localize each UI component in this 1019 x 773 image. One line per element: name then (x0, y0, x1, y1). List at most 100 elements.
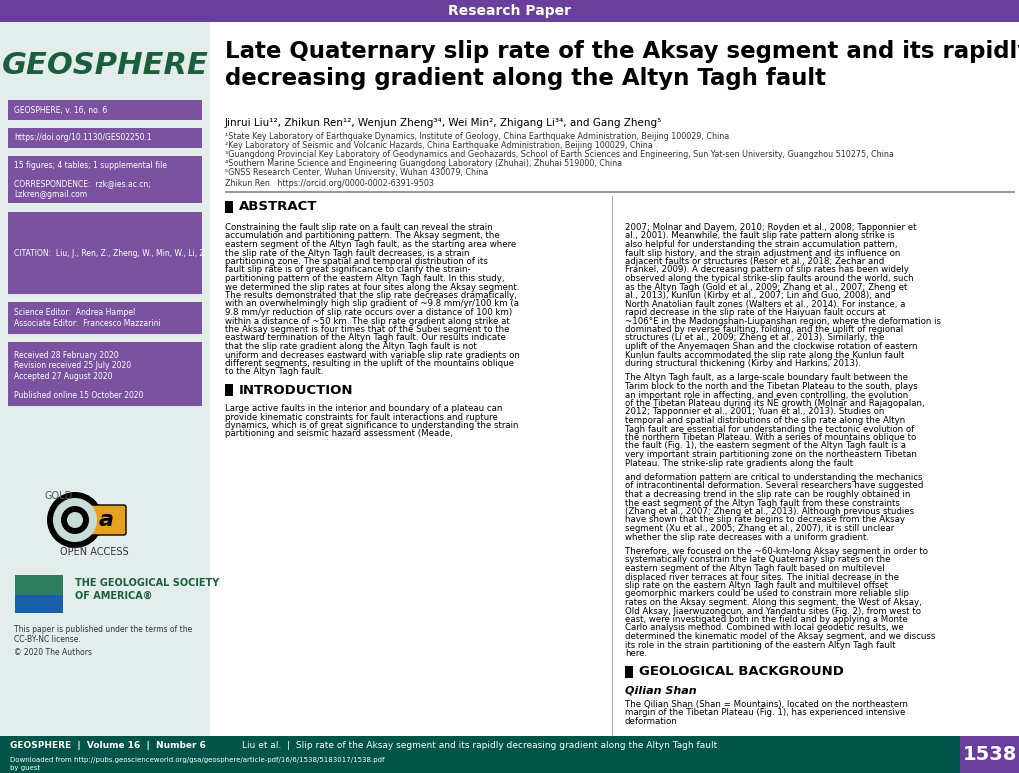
Text: THE GEOLOGICAL SOCIETY: THE GEOLOGICAL SOCIETY (75, 578, 219, 588)
Text: Received 28 February 2020
Revision received 25 July 2020
Accepted 27 August 2020: Received 28 February 2020 Revision recei… (14, 351, 131, 381)
Text: (Zhang et al., 2007; Zheng et al., 2013). Although previous studies: (Zhang et al., 2007; Zheng et al., 2013)… (625, 507, 913, 516)
Text: ¹State Key Laboratory of Earthquake Dynamics, Institute of Geology, China Earthq: ¹State Key Laboratory of Earthquake Dyna… (225, 132, 729, 141)
Text: Tagh fault are essential for understanding the tectonic evolution of: Tagh fault are essential for understandi… (625, 424, 913, 434)
Text: whether the slip rate decreases with a uniform gradient.: whether the slip rate decreases with a u… (625, 533, 868, 542)
Text: fault slip rate is of great significance to clarify the strain-: fault slip rate is of great significance… (225, 265, 470, 274)
Text: OF AMERICA®: OF AMERICA® (75, 591, 153, 601)
Text: North Anatolian fault zones (Walters et al., 2014). For instance, a: North Anatolian fault zones (Walters et … (625, 299, 905, 308)
Text: eastward termination of the Altyn Tagh fault. Our results indicate: eastward termination of the Altyn Tagh f… (225, 333, 505, 342)
Text: we determined the slip rates at four sites along the Aksay segment.: we determined the slip rates at four sit… (225, 282, 519, 291)
Text: Published online 15 October 2020: Published online 15 October 2020 (14, 391, 144, 400)
Text: ⁴Southern Marine Science and Engineering Guangdong Laboratory (Zhuhai), Zhuhai 5: ⁴Southern Marine Science and Engineering… (225, 159, 622, 168)
Text: as the Altyn Tagh (Gold et al., 2009; Zhang et al., 2007; Zheng et: as the Altyn Tagh (Gold et al., 2009; Zh… (625, 282, 907, 291)
Text: an important role in affecting, and even controlling, the evolution: an important role in affecting, and even… (625, 390, 907, 400)
Text: very important strain partitioning zone on the northeastern Tibetan: very important strain partitioning zone … (625, 450, 916, 459)
Text: Constraining the fault slip rate on a fault can reveal the strain: Constraining the fault slip rate on a fa… (225, 223, 492, 232)
Text: dominated by reverse faulting, folding, and the uplift of regional: dominated by reverse faulting, folding, … (625, 325, 902, 334)
Text: partitioning zone. The spatial and temporal distribution of its: partitioning zone. The spatial and tempo… (225, 257, 487, 266)
Bar (959, 736, 1019, 773)
Circle shape (61, 506, 89, 534)
Text: Carlo analysis method. Combined with local geodetic results, we: Carlo analysis method. Combined with loc… (625, 624, 903, 632)
Bar (0, 0, 1019, 22)
Text: Zhikun Ren   https://orcid.org/0000-0002-6391-9503: Zhikun Ren https://orcid.org/0000-0002-6… (225, 179, 433, 188)
Text: uplift of the Anyemaqen Shan and the clockwise rotation of eastern: uplift of the Anyemaqen Shan and the clo… (625, 342, 917, 351)
Text: 9.8 mm/yr reduction of slip rate occurs over a distance of 100 km): 9.8 mm/yr reduction of slip rate occurs … (225, 308, 512, 317)
Text: partitioning and seismic hazard assessment (Meade,: partitioning and seismic hazard assessme… (225, 430, 452, 438)
Text: The Qilian Shan (Shan = Mountains), located on the northeastern: The Qilian Shan (Shan = Mountains), loca… (625, 700, 907, 709)
Text: partitioning pattern of the eastern Altyn Tagh fault. In this study,: partitioning pattern of the eastern Alty… (225, 274, 504, 283)
Bar (625, 666, 633, 677)
Text: 1538: 1538 (962, 745, 1016, 764)
Text: deformation: deformation (625, 717, 677, 726)
Text: This paper is published under the terms of the
CC-BY-NC license.: This paper is published under the terms … (14, 625, 192, 645)
Text: eastern segment of the Altyn Tagh fault based on multilevel: eastern segment of the Altyn Tagh fault … (625, 564, 883, 573)
Text: dynamics, which is of great significance to understanding the strain: dynamics, which is of great significance… (225, 421, 518, 430)
Text: GEOSPHERE  |  Volume 16  |  Number 6: GEOSPHERE | Volume 16 | Number 6 (10, 741, 206, 751)
Text: Large active faults in the interior and boundary of a plateau can: Large active faults in the interior and … (225, 404, 502, 413)
Text: systematically constrain the late Quaternary slip rates on the: systematically constrain the late Quater… (625, 556, 890, 564)
Text: of intracontinental deformation. Several researchers have suggested: of intracontinental deformation. Several… (625, 482, 922, 491)
Bar (8, 175, 202, 203)
Bar (0, 0, 210, 773)
Text: Old Aksay, Jiaerwuzongcun, and Yandantu sites (Fig. 2), from west to: Old Aksay, Jiaerwuzongcun, and Yandantu … (625, 607, 920, 615)
Bar (225, 384, 232, 396)
Text: rates on the Aksay segment. Along this segment, the West of Aksay,: rates on the Aksay segment. Along this s… (625, 598, 921, 607)
Text: here.: here. (625, 649, 646, 658)
Text: that the slip rate gradient along the Altyn Tagh fault is not: that the slip rate gradient along the Al… (225, 342, 476, 351)
Text: ⁵GNSS Research Center, Wuhan University, Wuhan 430079, China: ⁵GNSS Research Center, Wuhan University,… (225, 168, 488, 177)
Text: Frankel, 2009). A decreasing pattern of slip rates has been widely: Frankel, 2009). A decreasing pattern of … (625, 265, 908, 274)
Text: Liu et al.  |  Slip rate of the Aksay segment and its rapidly decreasing gradien: Liu et al. | Slip rate of the Aksay segm… (243, 741, 717, 751)
Text: by guest: by guest (10, 765, 40, 771)
Text: slip rate on the eastern Altyn Tagh fault and multilevel offset: slip rate on the eastern Altyn Tagh faul… (625, 581, 888, 590)
Text: displaced river terraces at four sites. The initial decrease in the: displaced river terraces at four sites. … (625, 573, 898, 581)
Text: INTRODUCTION: INTRODUCTION (238, 383, 354, 397)
Text: The Altyn Tagh fault, as a large-scale boundary fault between the: The Altyn Tagh fault, as a large-scale b… (625, 373, 907, 383)
Text: different segments, resulting in the uplift of the mountains oblique: different segments, resulting in the upl… (225, 359, 514, 368)
Text: east, were investigated both in the field and by applying a Monte: east, were investigated both in the fiel… (625, 615, 907, 624)
Text: https://doi.org/10.1130/GES02250.1: https://doi.org/10.1130/GES02250.1 (14, 134, 152, 142)
Bar (8, 342, 202, 390)
Text: of the Tibetan Plateau during its NE growth (Molnar and Rajagopalan,: of the Tibetan Plateau during its NE gro… (625, 399, 923, 408)
Text: ~106°E in the Madongshan-Liupanshan region, where the deformation is: ~106°E in the Madongshan-Liupanshan regi… (625, 316, 941, 325)
Text: that a decreasing trend in the slip rate can be roughly obtained in: that a decreasing trend in the slip rate… (625, 490, 910, 499)
Bar (15, 575, 63, 613)
Text: ²Key Laboratory of Seismic and Volcanic Hazards, China Earthquake Administration: ²Key Laboratory of Seismic and Volcanic … (225, 141, 652, 150)
Text: temporal and spatial distributions of the slip rate along the Altyn: temporal and spatial distributions of th… (625, 416, 905, 425)
Bar (225, 201, 232, 213)
Text: segment (Xu et al., 2005; Zhang et al., 2007), it is still unclear: segment (Xu et al., 2005; Zhang et al., … (625, 524, 894, 533)
Text: within a distance of ~50 km. The slip rate gradient along strike at: within a distance of ~50 km. The slip ra… (225, 316, 510, 325)
Bar (225, 191, 1014, 192)
Bar (8, 100, 202, 120)
Text: provide kinematic constraints for fault interactions and rupture: provide kinematic constraints for fault … (225, 413, 497, 421)
Text: Therefore, we focused on the ~60-km-long Aksay segment in order to: Therefore, we focused on the ~60-km-long… (625, 547, 927, 556)
Text: Downloaded from http://pubs.geoscienceworld.org/gsa/geosphere/article-pdf/16/6/1: Downloaded from http://pubs.geosciencewo… (10, 757, 384, 763)
Text: the fault (Fig. 1), the eastern segment of the Altyn Tagh fault is a: the fault (Fig. 1), the eastern segment … (625, 441, 905, 451)
Text: GEOSPHERE: GEOSPHERE (2, 50, 208, 80)
Text: Plateau. The strike-slip rate gradients along the fault: Plateau. The strike-slip rate gradients … (625, 458, 852, 468)
Bar (15, 595, 63, 613)
Bar (8, 302, 202, 334)
Text: accumulation and partitioning pattern. The Aksay segment, the: accumulation and partitioning pattern. T… (225, 231, 499, 240)
Text: CITATION:  Liu, J., Ren, Z., Zheng, W., Min, W., Li, Z., and Zheng, G., 2020, La: CITATION: Liu, J., Ren, Z., Zheng, W., M… (14, 248, 1010, 257)
Bar (8, 386, 202, 406)
Text: adjacent faults or structures (Resor et al., 2018; Zechar and: adjacent faults or structures (Resor et … (625, 257, 883, 266)
Bar (0, 736, 1019, 773)
Text: the east segment of the Altyn Tagh fault from these constraints: the east segment of the Altyn Tagh fault… (625, 499, 899, 508)
Text: the slip rate of the Altyn Tagh fault decreases, is a strain: the slip rate of the Altyn Tagh fault de… (225, 248, 469, 257)
Text: also helpful for understanding the strain accumulation pattern,: also helpful for understanding the strai… (625, 240, 897, 249)
Text: 15 figures; 4 tables; 1 supplemental file: 15 figures; 4 tables; 1 supplemental fil… (14, 162, 167, 171)
Text: OPEN ACCESS: OPEN ACCESS (60, 547, 128, 557)
Text: Jinrui Liu¹², Zhikun Ren¹², Wenjun Zheng³⁴, Wei Min², Zhigang Li³⁴, and Gang Zhe: Jinrui Liu¹², Zhikun Ren¹², Wenjun Zheng… (225, 118, 661, 128)
Text: observed along the typical strike-slip faults around the world, such: observed along the typical strike-slip f… (625, 274, 913, 283)
FancyBboxPatch shape (86, 505, 126, 535)
Text: CORRESPONDENCE:  rzk@ies.ac.cn;
Lzkren@gmail.com: CORRESPONDENCE: rzk@ies.ac.cn; Lzkren@gm… (14, 179, 151, 199)
Text: The results demonstrated that the slip rate decreases dramatically,: The results demonstrated that the slip r… (225, 291, 517, 300)
Text: 2012; Tapponnier et al., 2001; Yuan et al., 2013). Studies on: 2012; Tapponnier et al., 2001; Yuan et a… (625, 407, 883, 417)
Text: GOLD: GOLD (45, 491, 73, 501)
Text: margin of the Tibetan Plateau (Fig. 1), has experienced intensive: margin of the Tibetan Plateau (Fig. 1), … (625, 708, 905, 717)
Text: during structural thickening (Kirby and Harkins, 2013).: during structural thickening (Kirby and … (625, 359, 860, 368)
Text: ABSTRACT: ABSTRACT (238, 200, 317, 213)
Text: al., 2001). Meanwhile, the fault slip rate pattern along strike is: al., 2001). Meanwhile, the fault slip ra… (625, 231, 894, 240)
Text: geomorphic markers could be used to constrain more reliable slip: geomorphic markers could be used to cons… (625, 590, 908, 598)
Text: its role in the strain partitioning of the eastern Altyn Tagh fault: its role in the strain partitioning of t… (625, 641, 895, 649)
